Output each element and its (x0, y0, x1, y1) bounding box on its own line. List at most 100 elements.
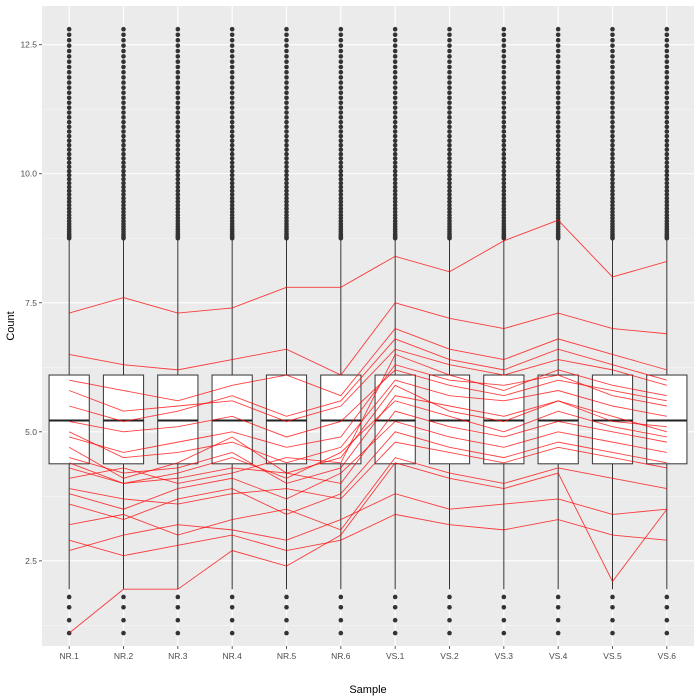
outlier-point (664, 147, 670, 152)
outlier-point (664, 64, 670, 70)
outlier-point (664, 199, 670, 205)
outlier-point (392, 192, 398, 197)
outlier-point (284, 604, 289, 610)
outlier-point (175, 206, 181, 211)
outlier-point (229, 64, 235, 70)
outlier-point (664, 85, 670, 90)
outlier-point (121, 48, 126, 54)
outlier-point (610, 37, 615, 43)
outlier-point (501, 202, 507, 208)
outlier-point (392, 630, 398, 636)
outlier-point (555, 119, 561, 125)
outlier-point (284, 105, 289, 110)
outlier-point (284, 156, 289, 161)
x-tick-label: NR.5 (277, 651, 297, 661)
outlier-point (664, 164, 670, 170)
outlier-point (447, 95, 452, 101)
outlier-point (610, 142, 615, 148)
outlier-point (610, 172, 615, 178)
outlier-point (121, 630, 126, 636)
outlier-point (175, 37, 181, 43)
outlier-point (284, 151, 289, 157)
outlier-point (555, 129, 561, 134)
outlier-point (664, 212, 670, 218)
outlier-point (501, 156, 507, 161)
profile-line (69, 493, 667, 551)
profile-line (69, 457, 667, 536)
outlier-point (175, 594, 181, 600)
outlier-point (555, 37, 561, 43)
outlier-point (284, 129, 289, 134)
outlier-point (338, 26, 344, 32)
outlier-point (175, 69, 181, 75)
outlier-point (284, 212, 289, 218)
outlier-point (392, 75, 398, 80)
outlier-point (175, 202, 181, 208)
outlier-point (175, 90, 181, 96)
outlier-point (501, 160, 507, 166)
outlier-point (229, 188, 235, 194)
outlier-point (447, 156, 452, 161)
outlier-point (392, 212, 398, 218)
outlier-point (338, 151, 344, 157)
outlier-point (229, 95, 235, 101)
outlier-point (338, 138, 344, 144)
outlier-point (501, 206, 507, 211)
outlier-point (338, 124, 344, 130)
outlier-point (501, 43, 507, 48)
outlier-point (338, 209, 344, 215)
outlier-point (392, 206, 398, 211)
outlier-point (610, 129, 615, 134)
outlier-point (610, 192, 615, 197)
outlier-point (392, 164, 398, 170)
outlier-point (664, 630, 670, 636)
outlier-point (610, 617, 615, 623)
x-tick-label: NR.3 (168, 651, 188, 661)
outlier-point (284, 48, 289, 54)
outlier-point (121, 192, 126, 197)
outlier-point (229, 202, 235, 208)
outlier-point (229, 172, 235, 178)
outlier-point (447, 90, 452, 96)
outlier-point (555, 630, 561, 636)
outlier-point (447, 129, 452, 134)
outlier-point (501, 176, 507, 182)
outlier-point (664, 37, 670, 43)
outlier-point (338, 212, 344, 218)
outlier-point (121, 172, 126, 178)
outlier-point (66, 206, 72, 211)
outlier-point (284, 199, 289, 205)
outlier-point (501, 80, 507, 85)
outlier-point (338, 32, 344, 38)
outlier-point (338, 119, 344, 125)
outlier-point (66, 156, 72, 161)
outlier-point (664, 129, 670, 134)
outlier-point (610, 69, 615, 75)
box (646, 374, 688, 465)
outlier-point (555, 156, 561, 161)
outlier-point (610, 48, 615, 54)
profile-line (68, 384, 667, 479)
outlier-point (338, 147, 344, 152)
outlier-point (121, 129, 126, 134)
outlier-point (555, 188, 561, 194)
outlier-point (284, 110, 289, 115)
profile-line (69, 441, 667, 505)
outlier-point (392, 594, 398, 600)
outlier-point (555, 138, 561, 144)
outlier-point (447, 124, 452, 130)
outlier-point (229, 604, 235, 610)
outlier-point (555, 90, 561, 96)
outlier-point (447, 172, 452, 178)
outlier-point (664, 115, 670, 120)
outlier-point (501, 617, 507, 623)
outlier-point (229, 147, 235, 152)
outlier-point (610, 164, 615, 170)
outlier-point (229, 199, 235, 205)
outlier-point (121, 59, 126, 65)
outlier-point (610, 138, 615, 144)
outlier-point (66, 184, 72, 190)
outlier-point (121, 124, 126, 130)
outlier-point (284, 100, 289, 106)
outlier-point (175, 199, 181, 205)
